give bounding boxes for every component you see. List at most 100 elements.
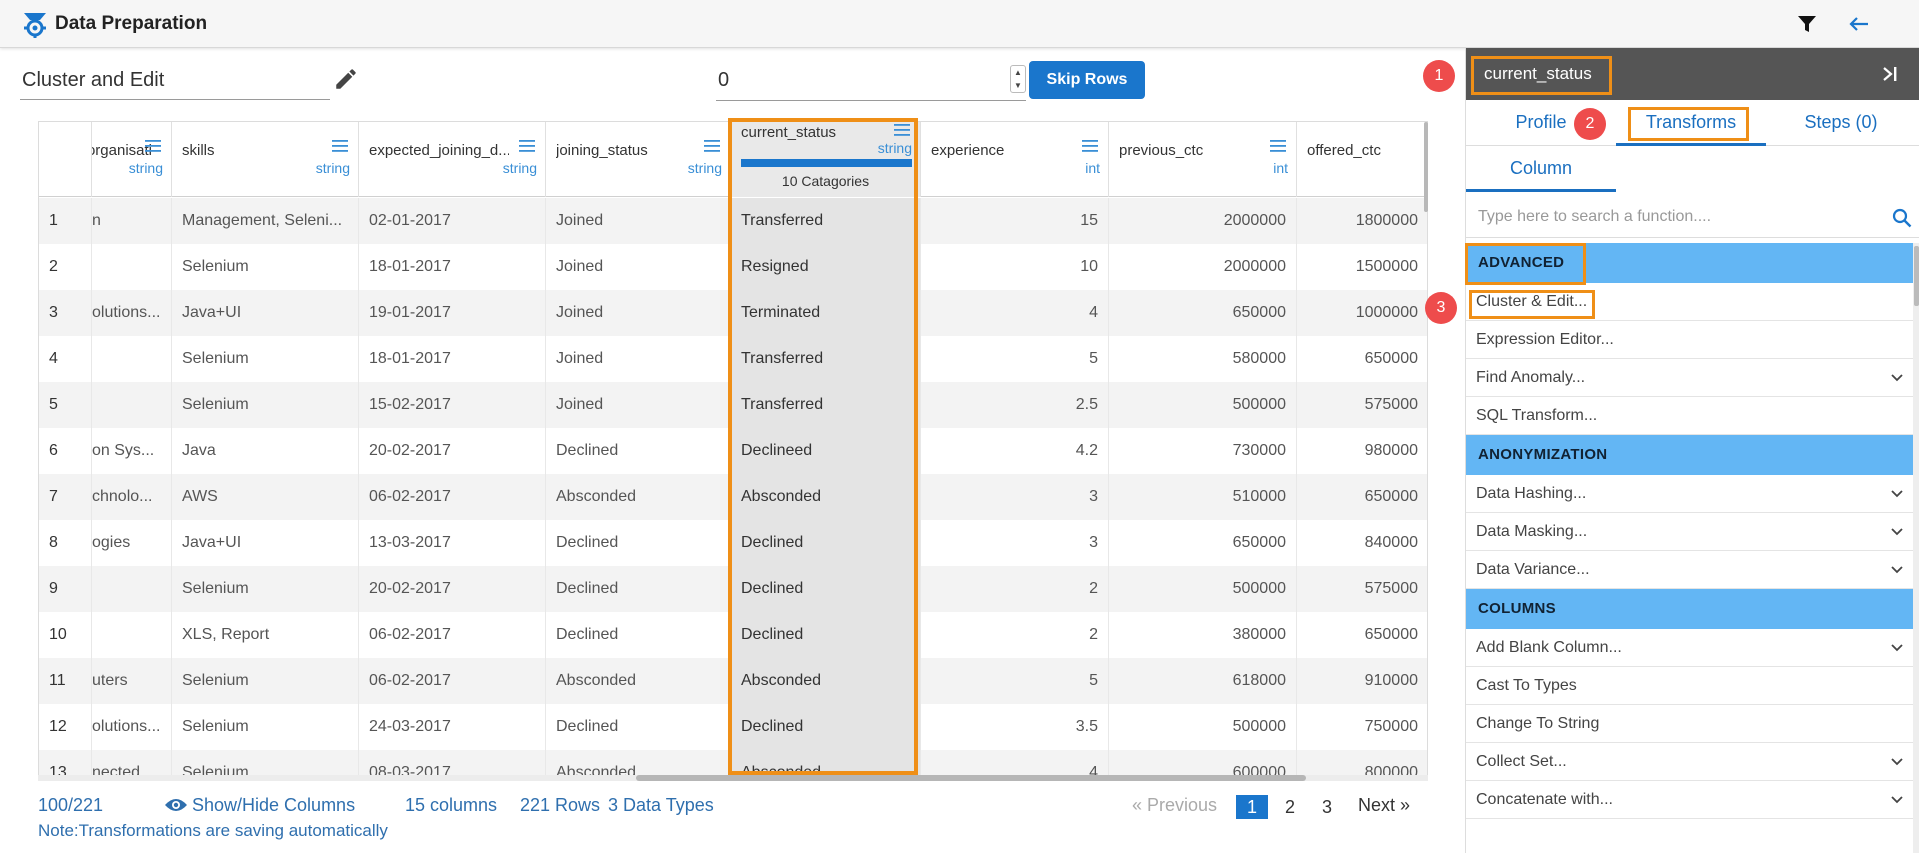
table-cell[interactable]: Declined [731, 520, 921, 566]
column-menu-icon[interactable] [894, 124, 910, 136]
table-cell[interactable]: 19-01-2017 [359, 290, 546, 336]
table-cell[interactable]: 730000 [1109, 428, 1297, 474]
table-cell[interactable]: Selenium [172, 244, 359, 290]
table-cell[interactable]: 2 [921, 612, 1109, 658]
function-item[interactable]: Data Masking... [1466, 513, 1913, 551]
table-cell[interactable]: 575000 [1297, 382, 1427, 428]
table-cell[interactable]: XLS, Report [172, 612, 359, 658]
function-item[interactable]: Find Anomaly... [1466, 359, 1913, 397]
table-cell[interactable]: Transferred [731, 336, 921, 382]
chevron-down-icon[interactable] [1891, 373, 1903, 383]
table-cell[interactable]: 24-03-2017 [359, 704, 546, 750]
table-cell[interactable]: Selenium [172, 382, 359, 428]
table-cell[interactable]: Joined [546, 336, 731, 382]
table-cell[interactable]: Transferred [731, 382, 921, 428]
table-cell[interactable]: Absconded [731, 658, 921, 704]
table-cell[interactable]: 380000 [1109, 612, 1297, 658]
tab-steps[interactable]: Steps (0) [1804, 112, 1878, 132]
table-cell[interactable]: 600000 [1109, 750, 1297, 780]
table-cell[interactable]: 06-02-2017 [359, 612, 546, 658]
column-header-3[interactable]: expected_joining_d... string [359, 122, 546, 197]
subtab-column[interactable]: Column [1466, 146, 1616, 192]
function-item[interactable]: Data Variance... [1466, 551, 1913, 589]
table-cell[interactable] [92, 244, 172, 290]
tab-profile[interactable]: Profile [1515, 112, 1567, 132]
table-cell[interactable]: Selenium [172, 704, 359, 750]
function-item[interactable]: Collect Set... [1466, 743, 1913, 781]
table-cell[interactable]: Resigned [731, 244, 921, 290]
table-cell[interactable]: 15 [921, 198, 1109, 244]
column-header-0[interactable] [39, 122, 92, 197]
table-cell[interactable]: 15-02-2017 [359, 382, 546, 428]
table-cell[interactable]: Absconded [546, 474, 731, 520]
table-cell[interactable]: 1500000 [1297, 244, 1427, 290]
table-cell[interactable]: 20-02-2017 [359, 566, 546, 612]
pencil-edit-icon[interactable] [333, 66, 359, 92]
column-header-7[interactable]: previous_ctc int [1109, 122, 1297, 197]
table-cell[interactable]: on Sys... [92, 428, 172, 474]
chevron-down-icon[interactable] [1891, 489, 1903, 499]
table-cell[interactable]: Declined [731, 566, 921, 612]
column-header-1[interactable]: organisati...string [92, 122, 172, 197]
column-menu-icon[interactable] [1270, 140, 1286, 152]
table-cell[interactable]: uters [92, 658, 172, 704]
eye-icon[interactable] [164, 797, 188, 813]
column-header-6[interactable]: experience int [921, 122, 1109, 197]
function-search-input[interactable] [1478, 202, 1878, 232]
table-cell[interactable]: 08-03-2017 [359, 750, 546, 780]
table-cell[interactable]: Java+UI [172, 520, 359, 566]
page-3[interactable]: 3 [1321, 797, 1332, 817]
table-cell[interactable]: 618000 [1109, 658, 1297, 704]
table-cell[interactable]: 5 [921, 658, 1109, 704]
skip-rows-input[interactable] [718, 63, 998, 97]
table-cell[interactable]: ogies [92, 520, 172, 566]
table-cell[interactable]: 510000 [1109, 474, 1297, 520]
table-cell[interactable]: Declined [546, 612, 731, 658]
chevron-down-icon[interactable] [1891, 795, 1903, 805]
table-cell[interactable]: 750000 [1297, 704, 1427, 750]
table-cell[interactable]: 3 [921, 474, 1109, 520]
table-cell[interactable]: 20-02-2017 [359, 428, 546, 474]
chevron-down-icon[interactable] [1891, 565, 1903, 575]
column-menu-icon[interactable] [519, 140, 535, 152]
table-cell[interactable]: Declined [731, 612, 921, 658]
column-menu-icon[interactable] [704, 140, 720, 152]
table-cell[interactable]: Declined [731, 704, 921, 750]
pagination-previous[interactable]: « Previous [1132, 795, 1218, 815]
table-cell[interactable] [92, 382, 172, 428]
tab-transforms[interactable]: Transforms [1616, 100, 1766, 146]
preparation-name-input[interactable] [20, 62, 330, 100]
table-cell[interactable]: 910000 [1297, 658, 1427, 704]
table-cell[interactable] [92, 566, 172, 612]
grid-vertical-scrollbar[interactable] [1424, 122, 1428, 212]
table-cell[interactable]: Selenium [172, 750, 359, 780]
table-cell[interactable]: 650000 [1297, 336, 1427, 382]
table-cell[interactable] [92, 612, 172, 658]
table-cell[interactable]: 2.5 [921, 382, 1109, 428]
table-cell[interactable]: 13-03-2017 [359, 520, 546, 566]
table-cell[interactable]: Selenium [172, 336, 359, 382]
table-cell[interactable]: Declined [546, 428, 731, 474]
table-cell[interactable]: 840000 [1297, 520, 1427, 566]
chevron-down-icon[interactable] [1891, 643, 1903, 653]
table-cell[interactable]: Joined [546, 198, 731, 244]
stepper-down-icon[interactable]: ▼ [1014, 81, 1022, 90]
table-cell[interactable]: 4 [921, 290, 1109, 336]
function-item[interactable]: SQL Transform... [1466, 397, 1913, 435]
table-cell[interactable]: 5 [921, 336, 1109, 382]
table-cell[interactable]: 650000 [1297, 474, 1427, 520]
table-cell[interactable]: 06-02-2017 [359, 658, 546, 704]
function-item[interactable]: Cluster & Edit... [1466, 283, 1913, 321]
table-cell[interactable]: Declineed [731, 428, 921, 474]
table-cell[interactable]: Absconded [731, 474, 921, 520]
column-menu-icon[interactable] [145, 140, 161, 152]
table-cell[interactable]: 500000 [1109, 704, 1297, 750]
table-cell[interactable]: olutions... [92, 704, 172, 750]
table-cell[interactable]: 18-01-2017 [359, 336, 546, 382]
table-cell[interactable]: 1800000 [1297, 198, 1427, 244]
collapse-panel-icon[interactable] [1880, 64, 1900, 84]
show-hide-columns-link[interactable]: Show/Hide Columns [192, 795, 356, 815]
table-cell[interactable]: 500000 [1109, 382, 1297, 428]
table-cell[interactable]: Declined [546, 704, 731, 750]
skip-rows-button[interactable]: Skip Rows [1029, 61, 1145, 99]
